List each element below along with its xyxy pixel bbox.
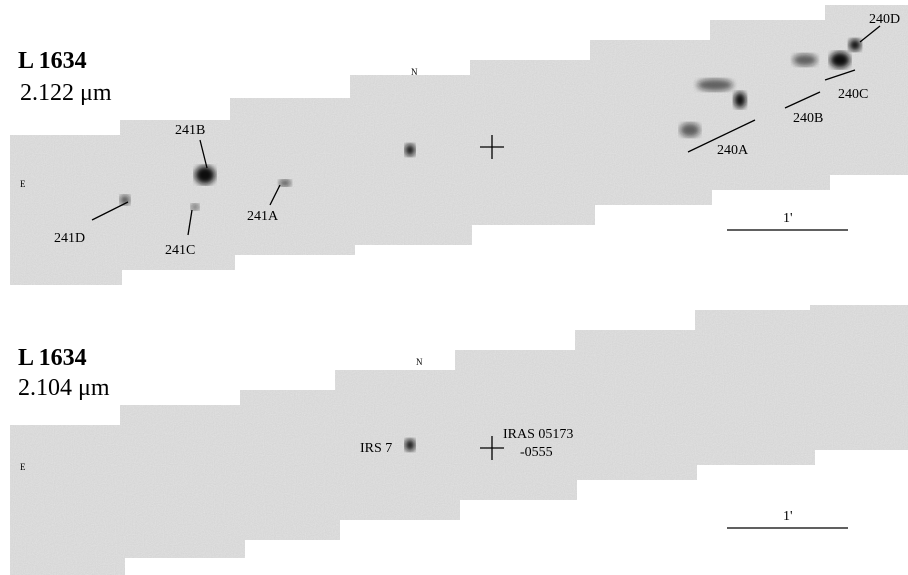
mosaic-top bbox=[10, 5, 908, 285]
mosaic-bottom bbox=[10, 305, 908, 575]
knot-label: 241B bbox=[175, 123, 205, 138]
knot-label: 240D bbox=[869, 12, 900, 27]
object-name: L 1634 bbox=[18, 48, 87, 74]
scale-label: 1' bbox=[783, 211, 793, 226]
north-label: N bbox=[416, 357, 423, 367]
knot-label: 241D bbox=[54, 231, 85, 246]
knot-label: 240B bbox=[793, 111, 823, 126]
east-label: E bbox=[20, 462, 26, 472]
object-name: L 1634 bbox=[18, 345, 87, 371]
wavelength: 2.122 μm bbox=[20, 80, 112, 106]
source-label: -0555 bbox=[520, 445, 553, 460]
knot-label: 240C bbox=[838, 87, 868, 102]
scale-label: 1' bbox=[783, 509, 793, 524]
knot-label: 240A bbox=[717, 143, 749, 158]
knot-label: 241A bbox=[247, 209, 279, 224]
source-label: IRS 7 bbox=[360, 441, 392, 456]
east-label: E bbox=[20, 179, 26, 189]
wavelength: 2.104 μm bbox=[18, 375, 110, 401]
figure: L 1634 2.122 μm N E 1' 240D 240C 240B 24… bbox=[0, 0, 908, 575]
knot-label: 241C bbox=[165, 243, 195, 258]
north-label: N bbox=[411, 67, 418, 77]
source-label: IRAS 05173 bbox=[503, 427, 573, 442]
